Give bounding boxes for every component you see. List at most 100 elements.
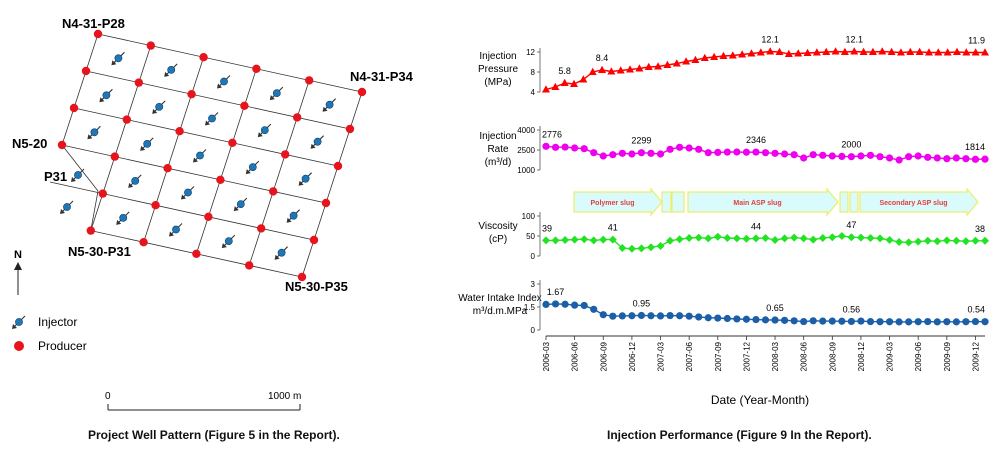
- injector-icon: [245, 160, 260, 175]
- injector-icon: [152, 100, 166, 114]
- y-tick-label: 1000: [517, 166, 535, 175]
- data-label: 0.56: [843, 304, 861, 314]
- data-point: [742, 148, 751, 156]
- data-point: [656, 150, 665, 158]
- data-point: [646, 243, 655, 252]
- data-point: [822, 47, 831, 55]
- data-point: [780, 234, 789, 243]
- data-point: [923, 236, 932, 245]
- grid-line-col: [196, 68, 257, 254]
- data-point: [934, 48, 943, 56]
- data-point: [790, 233, 799, 242]
- data-point: [885, 236, 894, 244]
- scale-bar: 0 1000 m: [105, 391, 301, 411]
- producer-icon: [245, 261, 254, 270]
- data-point: [561, 143, 569, 151]
- injector-icon: [12, 315, 26, 329]
- data-point: [542, 142, 550, 150]
- data-point: [588, 67, 597, 75]
- data-label: 39: [542, 223, 552, 233]
- data-label: 47: [846, 220, 856, 230]
- pressure-ylabel-line2: Pressure: [478, 64, 518, 75]
- data-point: [590, 305, 598, 313]
- injector-arrow-head: [286, 217, 292, 223]
- data-point: [981, 155, 989, 163]
- data-label: 1814: [965, 142, 985, 152]
- injector-arrow-head: [298, 180, 304, 186]
- data-point: [719, 51, 728, 59]
- data-point: [644, 62, 653, 70]
- producer-icon: [187, 90, 196, 99]
- data-point: [831, 47, 840, 55]
- injector-dot: [260, 126, 269, 135]
- data-point: [647, 312, 655, 320]
- injector-icon: [111, 51, 125, 66]
- data-point: [800, 317, 808, 326]
- data-point: [809, 317, 817, 325]
- data-point: [570, 79, 579, 87]
- data-point: [618, 312, 626, 320]
- data-point: [589, 236, 598, 245]
- data-point: [598, 65, 607, 73]
- data-point: [876, 234, 885, 243]
- injector-icon: [87, 125, 101, 140]
- producer-icon: [139, 238, 148, 247]
- data-point: [742, 234, 751, 243]
- data-label: 12.1: [761, 35, 779, 45]
- data-point: [981, 48, 989, 56]
- data-point: [828, 152, 836, 160]
- data-point: [551, 82, 560, 90]
- left-figure-caption: Project Well Pattern (Figure 5 in the Re…: [88, 428, 340, 442]
- producer-icon: [175, 127, 184, 136]
- x-tick-label: 2007-03: [657, 341, 666, 371]
- rate-ylabel: Injection Rate (m³/d): [479, 131, 516, 168]
- data-point: [675, 235, 684, 244]
- slug-spacer: [849, 191, 859, 213]
- injector-icon: [71, 168, 85, 182]
- injector-arrow-head: [217, 83, 222, 89]
- injector-icon: [233, 197, 248, 212]
- injector-arrow-head: [87, 134, 93, 140]
- injector-dot: [119, 213, 128, 222]
- data-point: [914, 237, 923, 246]
- grid-line-col: [248, 80, 310, 266]
- data-point: [676, 143, 684, 151]
- rate-ylabel-line3: (m³/d): [485, 157, 512, 168]
- well-label-p31: P31: [44, 169, 67, 184]
- rate-ylabel-line2: Rate: [487, 144, 509, 155]
- injector-arrow-head: [99, 97, 105, 103]
- data-label: 5.8: [558, 66, 571, 76]
- data-point: [943, 48, 952, 56]
- data-point: [971, 48, 980, 56]
- data-label: 2000: [841, 140, 861, 150]
- data-point: [656, 242, 665, 250]
- injection-performance-chart: Injection Pressure (MPa) Injection Rate …: [458, 35, 989, 407]
- data-point: [723, 314, 731, 323]
- producer-icon: [293, 113, 302, 122]
- wii-ylabel-line2: m³/d.m.MPa: [473, 306, 528, 317]
- x-tick-label: 2008-06: [800, 341, 809, 371]
- data-point: [859, 47, 868, 55]
- injector-arrow-head: [128, 182, 134, 188]
- data-point: [943, 155, 951, 163]
- producer-icon: [199, 53, 208, 62]
- data-point: [628, 312, 636, 320]
- producer-icon: [163, 164, 172, 173]
- injector-icon: [322, 98, 336, 112]
- data-point: [866, 317, 875, 326]
- data-point: [700, 53, 709, 61]
- injector-icon: [274, 246, 288, 260]
- injector-arrow-head: [116, 219, 122, 225]
- data-point: [780, 316, 789, 324]
- data-point: [676, 312, 684, 320]
- data-point: [866, 151, 875, 159]
- data-point: [943, 318, 951, 326]
- data-point: [609, 312, 617, 320]
- data-label: 1.67: [547, 287, 565, 297]
- data-point: [981, 318, 989, 326]
- injector-icon: [310, 135, 324, 149]
- series-2: 39 41 44 47 38: [542, 220, 989, 253]
- injector-dot: [313, 137, 322, 146]
- y-tick-label: 0: [531, 326, 536, 335]
- data-point: [952, 318, 960, 326]
